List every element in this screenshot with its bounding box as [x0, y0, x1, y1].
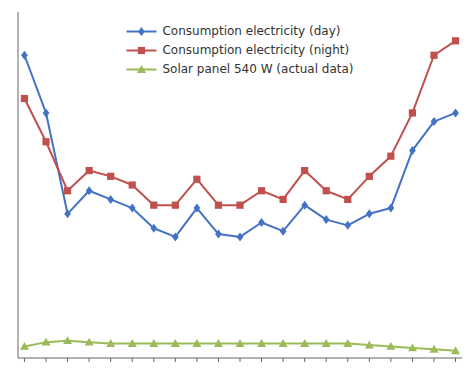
legend-marker [138, 47, 145, 54]
point-marker [20, 342, 29, 350]
x-tick [304, 358, 305, 362]
x-tick [67, 358, 68, 362]
point-marker [21, 51, 28, 60]
x-tick [24, 358, 25, 362]
point-marker [236, 339, 245, 347]
point-marker [408, 343, 417, 351]
point-marker [280, 196, 287, 203]
point-marker [107, 195, 114, 204]
point-marker [193, 176, 200, 183]
point-marker [387, 153, 394, 160]
point-marker [128, 339, 137, 347]
point-marker [344, 221, 351, 230]
legend-label: Consumption electricity (night) [162, 43, 349, 57]
x-tick [326, 358, 327, 362]
series-line [24, 55, 455, 237]
point-marker [129, 181, 136, 188]
point-marker [106, 339, 115, 347]
legend: Consumption electricity (day) Consumption… [126, 24, 353, 76]
point-marker [42, 138, 49, 145]
point-marker [237, 232, 244, 241]
point-marker [258, 187, 265, 194]
point-marker [430, 52, 437, 59]
point-marker [344, 196, 351, 203]
x-tick [283, 358, 284, 362]
point-marker [149, 339, 158, 347]
x-tick [261, 358, 262, 362]
point-marker [387, 204, 394, 213]
point-marker [451, 346, 460, 354]
point-marker [64, 209, 71, 218]
point-marker [64, 187, 71, 194]
point-marker [366, 173, 373, 180]
point-marker [366, 209, 373, 218]
x-tick [46, 358, 47, 362]
x-tick [89, 358, 90, 362]
point-marker [129, 204, 136, 213]
point-marker [171, 339, 180, 347]
point-marker [42, 338, 51, 346]
point-marker [323, 187, 330, 194]
point-marker [300, 339, 309, 347]
point-marker [431, 117, 438, 126]
point-marker [150, 202, 157, 209]
point-marker [43, 108, 50, 117]
x-tick [455, 358, 456, 362]
legend-marker [138, 27, 145, 36]
plot-area [20, 37, 460, 354]
chart: Consumption electricity (day) Consumption… [0, 0, 474, 376]
x-tick [369, 358, 370, 362]
point-marker [86, 167, 93, 174]
point-marker [215, 230, 222, 239]
point-marker [86, 186, 93, 195]
point-marker [257, 339, 266, 347]
point-marker [21, 95, 28, 102]
x-tick [347, 358, 348, 362]
point-marker [452, 108, 459, 117]
x-tick [110, 358, 111, 362]
point-marker [301, 167, 308, 174]
x-tick [175, 358, 176, 362]
y-axis [18, 12, 19, 358]
point-marker [194, 204, 201, 213]
legend-label: Solar panel 540 W (actual data) [162, 62, 353, 76]
point-marker [150, 224, 157, 233]
x-tick [132, 358, 133, 362]
legend-marker [137, 65, 146, 73]
point-marker [386, 342, 395, 350]
x-tick [390, 358, 391, 362]
point-marker [172, 202, 179, 209]
x-tick [240, 358, 241, 362]
legend-label: Consumption electricity (day) [162, 24, 340, 38]
point-marker [214, 339, 223, 347]
x-tick [433, 358, 434, 362]
point-marker [452, 37, 459, 44]
point-marker [301, 201, 308, 210]
x-tick [412, 358, 413, 362]
point-marker [85, 338, 94, 346]
point-marker [279, 339, 288, 347]
point-marker [236, 202, 243, 209]
x-tick [196, 358, 197, 362]
point-marker [107, 173, 114, 180]
point-marker [258, 218, 265, 227]
point-marker [409, 146, 416, 155]
point-marker [63, 336, 72, 344]
point-marker [322, 339, 331, 347]
point-marker [409, 109, 416, 116]
series-line [24, 41, 455, 205]
point-marker [323, 215, 330, 224]
x-tick [153, 358, 154, 362]
point-marker [172, 232, 179, 241]
x-tick [218, 358, 219, 362]
point-marker [280, 227, 287, 236]
point-marker [429, 345, 438, 353]
point-marker [192, 339, 201, 347]
point-marker [215, 202, 222, 209]
point-marker [343, 339, 352, 347]
point-marker [365, 341, 374, 349]
